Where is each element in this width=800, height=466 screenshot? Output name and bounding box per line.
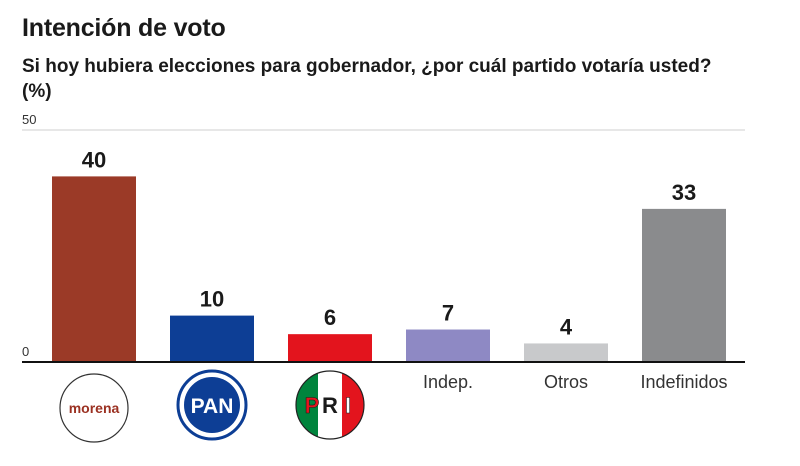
chart-subtitle: Si hoy hubiera elecciones para gobernado… <box>22 56 712 102</box>
bar-otros <box>524 343 608 362</box>
pan-logo-inner <box>184 377 240 433</box>
pri-logo-letter: P <box>305 393 320 418</box>
category-label: Otros <box>544 372 588 392</box>
morena-logo-text: morena <box>69 400 120 416</box>
y-tick-label: 0 <box>22 344 29 359</box>
chart-title: Intención de voto <box>22 14 226 42</box>
y-tick-label: 50 <box>22 112 36 127</box>
data-label: 6 <box>324 305 336 330</box>
data-label: 7 <box>442 301 454 326</box>
bar-morena <box>52 176 136 362</box>
category-label: Indefinidos <box>640 372 727 392</box>
pri-logo-letter: R <box>322 393 338 418</box>
pri-logo-letter: I <box>345 393 351 418</box>
pri-logo-icon <box>295 370 365 440</box>
category-label: Indep. <box>423 372 473 392</box>
bar-indep <box>406 329 490 362</box>
morena-logo-icon <box>59 373 129 443</box>
data-label: 4 <box>560 314 573 339</box>
pri-logo-green <box>296 373 318 437</box>
pan-logo-text: PAN <box>191 395 234 418</box>
data-label: 10 <box>200 287 224 312</box>
bar-pri <box>288 334 372 362</box>
bar-pan <box>170 315 254 362</box>
bar-indefinidos <box>642 208 726 362</box>
pri-logo-red <box>342 373 364 437</box>
data-label: 40 <box>82 147 106 172</box>
data-label: 33 <box>672 180 696 205</box>
